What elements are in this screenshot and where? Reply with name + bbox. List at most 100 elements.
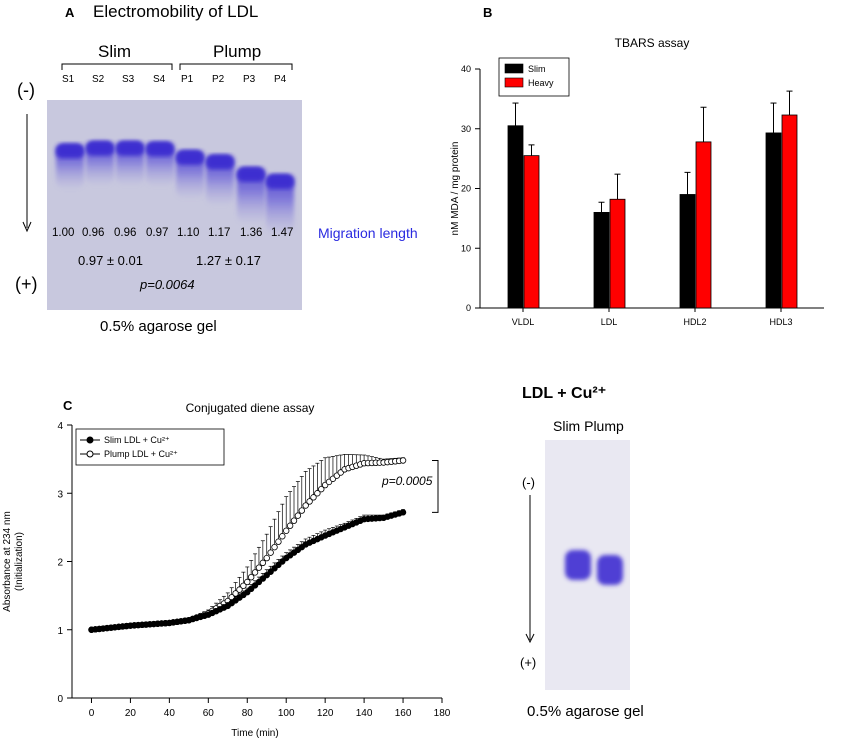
- lane-s1: S1: [62, 74, 75, 85]
- diene-point: [251, 582, 259, 589]
- migration-value-s4: 0.97: [146, 227, 169, 239]
- diene-legend-label-slim: Slim LDL + Cu²⁺: [104, 435, 170, 445]
- diene-ytick-label: 1: [57, 626, 63, 637]
- lane-p1: P1: [181, 74, 194, 85]
- cu-gel-arrow: [525, 495, 535, 644]
- cu-gel-pos: (+): [520, 655, 537, 670]
- diene-point: [263, 554, 270, 562]
- cu-gel-lanes-label: Slim Plump: [553, 418, 624, 434]
- tbars-ytick-label: 30: [461, 124, 471, 134]
- diene-point: [255, 564, 263, 571]
- diene-xtick-label: 120: [317, 708, 334, 719]
- group-label-plump: Plump: [213, 42, 262, 61]
- diene-xtick-label: 140: [356, 708, 373, 719]
- gel-a-lanes: [56, 141, 294, 234]
- diene-point: [259, 559, 267, 567]
- tbars-bar-heavy-hdl2: [695, 141, 712, 309]
- group-label-slim: Slim: [98, 42, 132, 61]
- diene-point: [318, 485, 325, 493]
- panel-c-label: C: [63, 398, 73, 413]
- tbars-bar-heavy-ldl: [609, 198, 626, 309]
- tbars-bar-slim-hdl2: [679, 194, 696, 309]
- diene-point: [232, 590, 239, 597]
- gel-a-band-6: [206, 155, 234, 170]
- gel-image-a: [47, 100, 302, 310]
- diene-legend-label-plump: Plump LDL + Cu²⁺: [104, 449, 178, 459]
- tbars-legend-label-heavy: Heavy: [528, 78, 554, 88]
- tbars-legend-swatch-slim: [504, 63, 524, 74]
- diene-xtick-label: 160: [395, 708, 412, 719]
- diene-point: [251, 569, 259, 576]
- diene-xtick-label: 180: [434, 708, 451, 719]
- bracket-plump: [179, 63, 293, 70]
- panel-a-title: Electromobility of LDL: [93, 2, 259, 21]
- gel-caption-a: 0.5% agarose gel: [100, 318, 217, 335]
- diene-point: [255, 578, 263, 586]
- tbars-category-label: HDL3: [769, 317, 792, 327]
- tbars-bar-slim-vldl: [507, 125, 524, 309]
- diene-xtick-label: 0: [89, 708, 95, 719]
- diene-ytick-label: 2: [57, 558, 63, 569]
- positive-pole-label: (+): [15, 274, 38, 294]
- diene-ytick-label: 0: [57, 694, 63, 705]
- diene-xlabel: Time (min): [231, 728, 278, 739]
- tbars-ytick-label: 0: [466, 303, 471, 313]
- cu-gel-title: LDL + Cu²⁺: [522, 385, 607, 402]
- diene-series-slim: [88, 509, 407, 633]
- diene-point: [290, 517, 298, 524]
- migration-value-p4: 1.47: [271, 227, 294, 239]
- diene-point: [298, 507, 305, 514]
- migration-length-label: Migration length: [318, 225, 418, 241]
- diene-point: [244, 578, 251, 586]
- gel-image-c: [545, 440, 630, 690]
- plump-mean: 1.27 ± 0.17: [196, 253, 261, 268]
- diene-point: [267, 568, 274, 575]
- tbars-bar-slim-ldl: [593, 211, 610, 309]
- diene-point: [267, 549, 274, 556]
- migration-value-p3: 1.36: [240, 227, 263, 239]
- diene-point: [279, 558, 286, 565]
- migration-value-p1: 1.10: [177, 227, 200, 239]
- diene-ytick-label: 4: [57, 421, 63, 432]
- gel-a-band-5: [176, 150, 204, 165]
- diene-point: [263, 571, 270, 579]
- slim-mean: 0.97 ± 0.01: [78, 253, 143, 268]
- diene-point: [310, 494, 317, 501]
- diene-p-bracket: [432, 459, 439, 513]
- migration-arrowhead: [22, 221, 32, 233]
- gel-a-band-2: [86, 141, 114, 156]
- cu-gel-neg: (-): [522, 475, 535, 490]
- gel-c-lanes: [565, 550, 623, 585]
- tbars-title: TBARS assay: [615, 36, 690, 50]
- tbars-ytick-label: 20: [461, 184, 471, 194]
- migration-value-s3: 0.96: [114, 227, 137, 239]
- diene-point: [302, 502, 309, 509]
- tbars-legend-swatch-heavy: [504, 77, 524, 88]
- diene-point: [271, 543, 278, 551]
- migration-value-s1: 1.00: [52, 227, 75, 239]
- tbars-bar-heavy-vldl: [523, 155, 540, 309]
- lane-p2: P2: [212, 74, 225, 85]
- diene-point: [314, 490, 321, 497]
- diene-xtick-label: 20: [125, 708, 137, 719]
- migration-value-s2: 0.96: [82, 227, 105, 239]
- lane-p4: P4: [274, 74, 287, 85]
- migration-value-p2: 1.17: [208, 227, 231, 239]
- gel-caption-c: 0.5% agarose gel: [527, 703, 644, 720]
- diene-xtick-label: 60: [203, 708, 215, 719]
- diene-point: [247, 585, 255, 592]
- gel-a-smear-8: [266, 174, 294, 234]
- diene-point: [286, 522, 294, 529]
- gel-a-band-4: [146, 142, 174, 157]
- diene-point: [236, 586, 243, 593]
- tbars-legend-label-slim: Slim: [528, 64, 546, 74]
- tbars-category-label: LDL: [601, 317, 618, 327]
- tbars-bar-heavy-hdl3: [781, 114, 798, 309]
- tbars-bar-slim-hdl3: [765, 132, 782, 309]
- diene-ylabel: Absorbance at 234 nm: [2, 511, 13, 612]
- diene-xtick-label: 100: [278, 708, 295, 719]
- diene-xtick-label: 40: [164, 708, 176, 719]
- diene-legend: [75, 428, 225, 466]
- gel-a-band-8: [266, 174, 294, 189]
